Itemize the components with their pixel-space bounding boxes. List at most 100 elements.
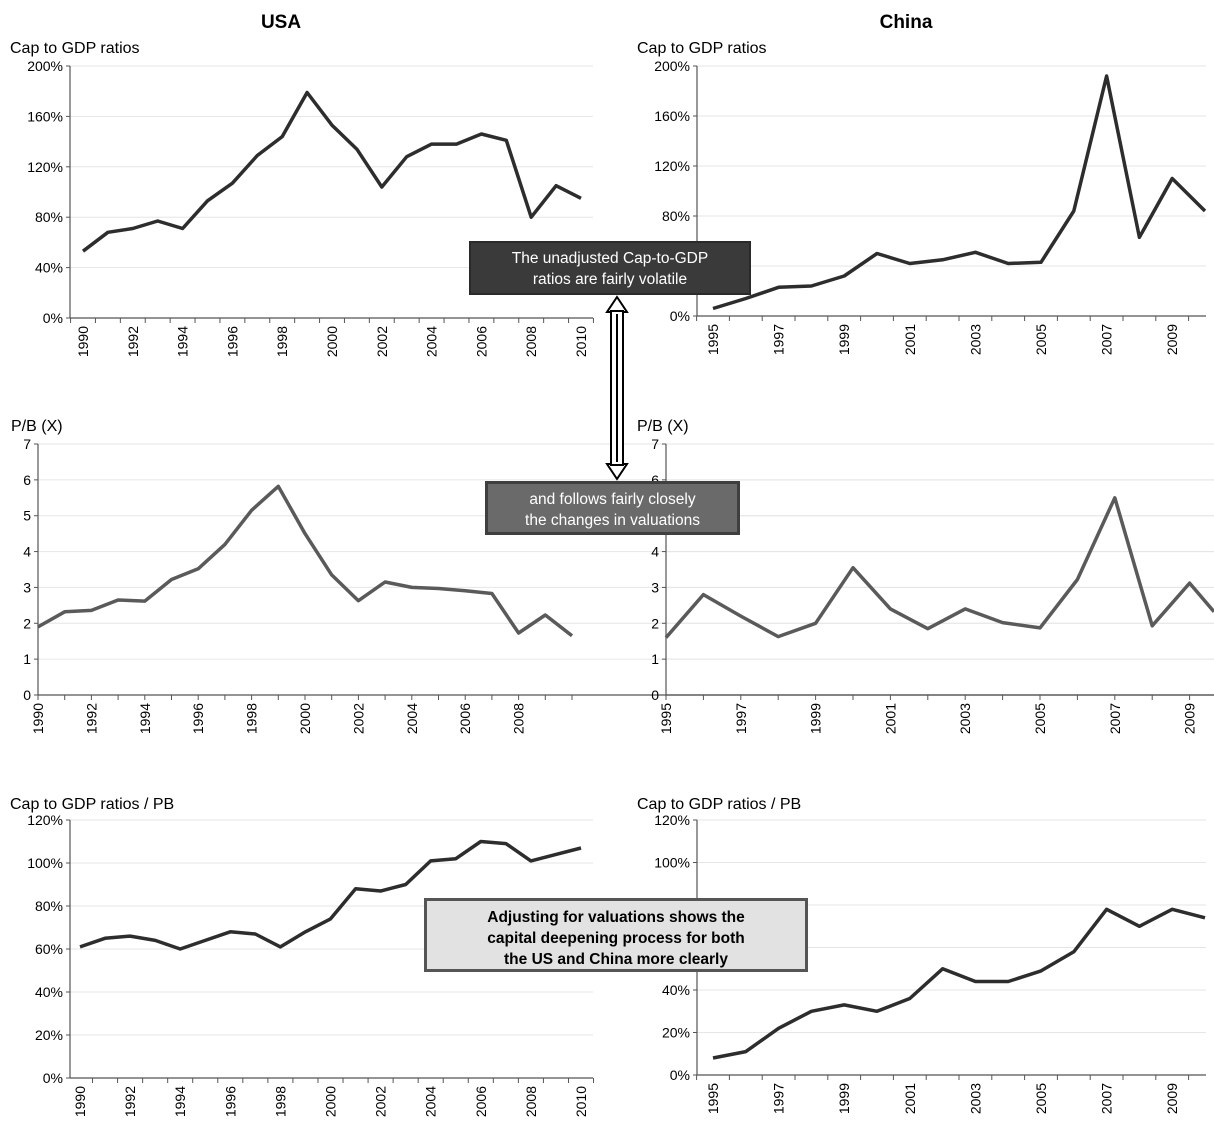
callout-capital-deepening: Adjusting for valuations shows the capit… bbox=[424, 898, 808, 972]
usa-pb-x-tick-label: 2000 bbox=[297, 703, 313, 734]
china-cap-gdp-x-tick-label: 1997 bbox=[771, 324, 787, 355]
usa-cap-gdp-x-tick-label: 2004 bbox=[424, 326, 440, 357]
usa-cap-gdp-y-tick-label: 0% bbox=[43, 310, 63, 326]
callout-valuations-line-2: the changes in valuations bbox=[525, 512, 700, 529]
usa-cap-gdp-y-tick-label: 200% bbox=[27, 58, 63, 74]
china-cap-gdp-pb-y-tick-label: 100% bbox=[654, 855, 690, 871]
china-pb-x-tick-label: 1995 bbox=[658, 703, 674, 734]
usa-cap-gdp-pb-y-tick-label: 80% bbox=[35, 898, 63, 914]
usa-pb-title: P/B (X) bbox=[11, 418, 63, 435]
china-pb-x-tick-label: 2007 bbox=[1107, 703, 1123, 734]
usa-cap-gdp-pb-x-tick-label: 1996 bbox=[222, 1086, 238, 1117]
usa-cap-gdp-series-line bbox=[81, 90, 582, 253]
usa-cap-gdp-pb-y-tick-label: 120% bbox=[27, 812, 63, 828]
usa-cap-gdp-x-tick-label: 2000 bbox=[324, 326, 340, 357]
usa-pb-y-tick-label: 1 bbox=[23, 651, 31, 667]
china-pb-x-tick-label: 2005 bbox=[1032, 703, 1048, 734]
usa-cap-gdp-pb-series-line bbox=[79, 839, 582, 951]
usa-cap-gdp-chart: Cap to GDP ratios 0% 40% 80% 120% 160% 200% 199… bbox=[10, 40, 594, 357]
china-pb-y-tick-label: 6 bbox=[651, 472, 659, 488]
usa-cap-gdp-pb-x-tick-label: 2004 bbox=[423, 1086, 439, 1117]
usa-cap-gdp-pb-x-tick-label: 1992 bbox=[122, 1086, 138, 1117]
china-cap-gdp-x-tick-label: 2009 bbox=[1164, 324, 1180, 355]
china-cap-gdp-pb-x-tick-label: 2003 bbox=[967, 1083, 983, 1114]
usa-cap-gdp-x-tick-label: 1994 bbox=[175, 326, 191, 357]
china-cap-gdp-series-line bbox=[712, 74, 1207, 311]
china-cap-gdp-x-tick-label: 2001 bbox=[902, 324, 918, 355]
usa-pb-x-tick-label: 2004 bbox=[404, 703, 420, 734]
china-cap-gdp-title: Cap to GDP ratios bbox=[637, 40, 767, 57]
china-pb-x-tick-label: 2009 bbox=[1182, 703, 1198, 734]
usa-cap-gdp-x-tick-label: 1996 bbox=[224, 326, 240, 357]
usa-cap-gdp-pb-x-tick-label: 2010 bbox=[573, 1086, 589, 1117]
usa-pb-y-tick-label: 6 bbox=[23, 472, 31, 488]
usa-cap-gdp-y-tick-label: 120% bbox=[27, 159, 63, 175]
callout-capital-deepening-line-2: capital deepening process for both bbox=[487, 930, 745, 947]
china-cap-gdp-y-tick-label: 120% bbox=[654, 158, 690, 174]
china-cap-gdp-pb-y-tick-label: 0% bbox=[670, 1067, 690, 1083]
callout-valuations: and follows fairly closely the changes i… bbox=[485, 481, 740, 535]
china-cap-gdp-pb-x-tick-label: 1995 bbox=[705, 1083, 721, 1114]
usa-cap-gdp-x-tick-label: 1998 bbox=[274, 326, 290, 357]
china-pb-y-tick-label: 4 bbox=[651, 544, 659, 560]
usa-pb-y-tick-label: 5 bbox=[23, 508, 31, 524]
usa-cap-gdp-pb-y-tick-label: 100% bbox=[27, 855, 63, 871]
usa-pb-y-tick-label: 4 bbox=[23, 544, 31, 560]
china-pb-series-line bbox=[664, 496, 1214, 639]
china-header: China bbox=[880, 12, 933, 33]
usa-cap-gdp-y-tick-label: 40% bbox=[35, 260, 63, 276]
china-pb-y-tick-label: 0 bbox=[651, 687, 659, 703]
china-cap-gdp-pb-series-line bbox=[712, 907, 1206, 1060]
usa-cap-gdp-pb-x-tick-label: 2002 bbox=[373, 1086, 389, 1117]
usa-pb-y-tick-label: 7 bbox=[23, 436, 31, 452]
china-cap-gdp-pb-title: Cap to GDP ratios / PB bbox=[637, 796, 801, 813]
usa-pb-x-tick-label: 2002 bbox=[350, 703, 366, 734]
usa-cap-gdp-pb-x-tick-label: 2006 bbox=[473, 1086, 489, 1117]
usa-cap-gdp-x-tick-label: 1992 bbox=[125, 326, 141, 357]
callout-capital-deepening-line-1: Adjusting for valuations shows the bbox=[487, 909, 745, 926]
china-cap-gdp-chart: Cap to GDP ratios0%40%80%120%160%200%199… bbox=[637, 40, 1207, 355]
usa-cap-gdp-y-tick-label: 80% bbox=[35, 209, 63, 225]
usa-cap-gdp-x-tick-label: 2002 bbox=[374, 326, 390, 357]
usa-cap-gdp-pb-x-tick-label: 2008 bbox=[523, 1086, 539, 1117]
usa-header: USA bbox=[261, 12, 301, 33]
china-pb-y-tick-label: 2 bbox=[651, 615, 659, 631]
china-cap-gdp-pb-x-tick-label: 2007 bbox=[1099, 1083, 1115, 1114]
china-cap-gdp-y-tick-label: 200% bbox=[654, 58, 690, 74]
usa-pb-y-tick-label: 2 bbox=[23, 615, 31, 631]
callout-valuations-line-1: and follows fairly closely bbox=[529, 491, 696, 508]
china-cap-gdp-pb-y-tick-label: 20% bbox=[662, 1025, 690, 1041]
callout-volatile: The unadjusted Cap-to-GDP ratios are fai… bbox=[469, 241, 751, 295]
china-cap-gdp-x-tick-label: 2005 bbox=[1033, 324, 1049, 355]
china-pb-y-tick-label: 1 bbox=[651, 651, 659, 667]
usa-cap-gdp-pb-x-tick-label: 1994 bbox=[172, 1086, 188, 1117]
double-arrow-icon bbox=[605, 295, 629, 481]
usa-pb-x-tick-label: 1992 bbox=[83, 703, 99, 734]
china-pb-x-tick-label: 2003 bbox=[957, 703, 973, 734]
usa-cap-gdp-pb-title: Cap to GDP ratios / PB bbox=[10, 796, 174, 813]
callout-volatile-line-2: ratios are fairly volatile bbox=[532, 271, 688, 288]
usa-pb-x-tick-label: 2008 bbox=[511, 703, 527, 734]
china-cap-gdp-pb-y-tick-label: 120% bbox=[654, 812, 690, 828]
usa-cap-gdp-x-tick-label: 2006 bbox=[473, 326, 489, 357]
usa-pb-x-tick-label: 2006 bbox=[457, 703, 473, 734]
usa-cap-gdp-pb-y-tick-label: 20% bbox=[35, 1027, 63, 1043]
usa-cap-gdp-y-tick-label: 160% bbox=[27, 108, 63, 124]
china-pb-y-tick-label: 7 bbox=[651, 436, 659, 452]
china-pb-x-tick-label: 1999 bbox=[808, 703, 824, 734]
china-pb-x-tick-label: 1997 bbox=[733, 703, 749, 734]
callout-volatile-line-1: The unadjusted Cap-to-GDP bbox=[511, 250, 709, 267]
usa-pb-y-tick-label: 3 bbox=[23, 579, 31, 595]
usa-pb-series-line bbox=[37, 484, 574, 638]
china-cap-gdp-x-tick-label: 2007 bbox=[1099, 324, 1115, 355]
usa-pb-x-tick-label: 1994 bbox=[137, 703, 153, 734]
china-pb-y-tick-label: 3 bbox=[651, 579, 659, 595]
usa-pb-x-tick-label: 1996 bbox=[190, 703, 206, 734]
china-pb-title: P/B (X) bbox=[637, 418, 689, 435]
usa-cap-gdp-x-tick-label: 2010 bbox=[573, 326, 589, 357]
china-cap-gdp-pb-x-tick-label: 2009 bbox=[1164, 1083, 1180, 1114]
usa-pb-x-tick-label: 1998 bbox=[244, 703, 260, 734]
usa-cap-gdp-pb-y-tick-label: 40% bbox=[35, 984, 63, 1000]
usa-cap-gdp-pb-x-tick-label: 1998 bbox=[272, 1086, 288, 1117]
china-cap-gdp-pb-x-tick-label: 2005 bbox=[1033, 1083, 1049, 1114]
